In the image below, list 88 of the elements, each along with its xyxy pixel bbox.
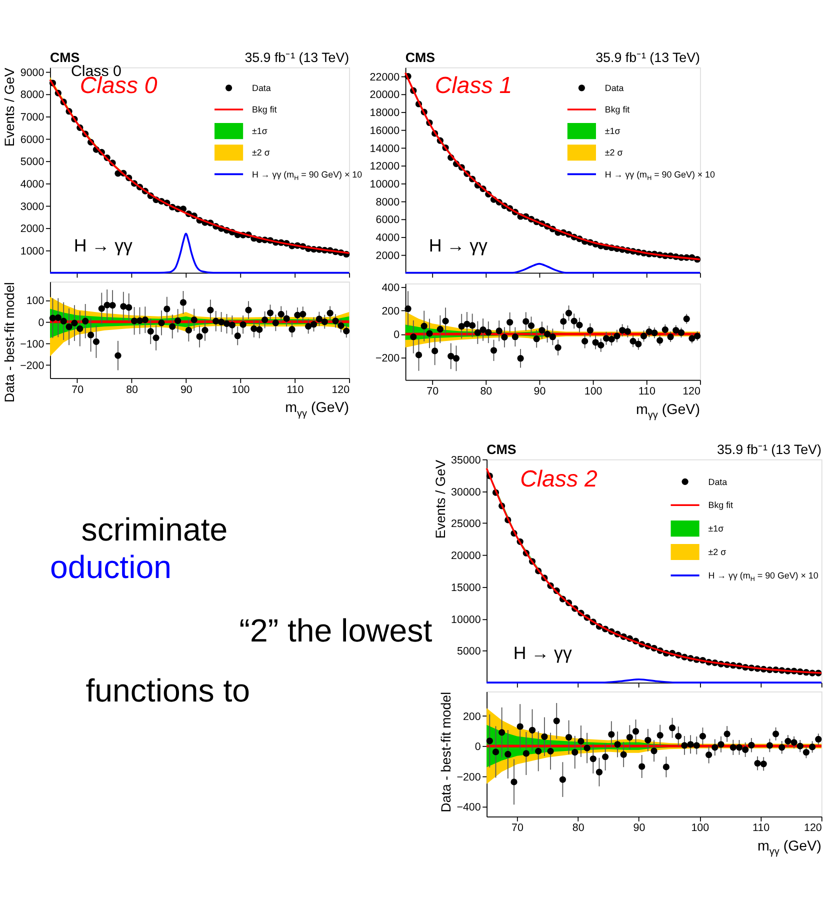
y-tick-label: 7000 — [20, 112, 44, 124]
x-tick-label: 100 — [691, 822, 710, 834]
y-tick-label: 16000 — [370, 124, 400, 137]
legend-label: Data — [604, 83, 624, 94]
y-tick-label: 0 — [474, 741, 481, 754]
y-tick-label: 15000 — [451, 582, 481, 594]
legend-label: Bkg fit — [252, 104, 278, 115]
y-tick-label: 0 — [38, 316, 44, 329]
y-tick-label: 20000 — [451, 550, 481, 562]
y-tick-label: 10000 — [451, 614, 481, 626]
y-tick-label: 5000 — [456, 646, 481, 658]
chart-title: CMS — [486, 442, 516, 457]
x-tick-label: 110 — [638, 386, 656, 398]
x-tick-label: 120 — [682, 386, 700, 398]
y-tick-label: 18000 — [370, 107, 400, 120]
x-tick-label: 100 — [232, 384, 250, 396]
y-axis-title: Data - best-fit model — [2, 282, 17, 403]
x-tick-label: 110 — [752, 822, 770, 834]
y-tick-label: 10000 — [370, 178, 400, 190]
chart-subtitle: 35.9 fb⁻¹ (13 TeV) — [244, 50, 350, 66]
y-tick-label: 4000 — [20, 178, 44, 190]
legend-label: Bkg fit — [604, 104, 630, 115]
y-tick-label: 400 — [382, 282, 400, 294]
y-tick-label: 3000 — [20, 200, 44, 213]
y-tick-label: 2000 — [376, 250, 400, 262]
y-tick-label: 0 — [394, 329, 400, 342]
legend-label: Data — [708, 476, 728, 487]
legend-label: ±2 σ — [708, 547, 727, 558]
x-tick-label: 80 — [126, 384, 138, 396]
legend-label: ±1σ — [708, 524, 724, 534]
annotation: H → γγ — [74, 235, 132, 256]
legend-label: ±2 σ — [604, 148, 624, 158]
text: scriminate — [81, 511, 228, 548]
y-tick-label: 6000 — [20, 134, 44, 146]
y-tick-label: −200 — [456, 771, 481, 784]
annotation: Class 1 — [434, 72, 512, 98]
y-tick-label: 9000 — [20, 66, 44, 79]
annotation: Class 2 — [520, 466, 598, 492]
x-tick-label: 90 — [633, 822, 646, 834]
y-axis-title: Data - best-fit model — [438, 692, 454, 812]
x-tick-label: 120 — [332, 384, 350, 396]
y-tick-label: 35000 — [451, 454, 481, 466]
x-tick-label: 100 — [584, 386, 602, 398]
y-tick-label: 1000 — [20, 245, 44, 258]
x-tick-label: 70 — [426, 386, 439, 398]
y-tick-label: −200 — [20, 360, 44, 372]
y-tick-label: 8000 — [20, 89, 44, 102]
legend-label: ±2 σ — [252, 148, 270, 158]
y-tick-label: 8000 — [376, 196, 400, 208]
y-tick-label: 4000 — [376, 232, 400, 244]
y-tick-label: 14000 — [370, 142, 400, 155]
x-tick-label: 80 — [480, 386, 492, 398]
chart-subtitle: 35.9 fb⁻¹ (13 TeV) — [596, 50, 700, 66]
legend-label: ±1σ — [604, 126, 621, 136]
y-tick-label: 25000 — [451, 518, 481, 530]
x-tick-label: 70 — [512, 822, 524, 834]
y-tick-label: 5000 — [20, 156, 44, 168]
y-tick-label: 20000 — [370, 89, 400, 102]
legend-label: Bkg fit — [708, 500, 734, 510]
y-tick-label: 30000 — [451, 486, 481, 498]
x-tick-label: 110 — [286, 384, 304, 396]
text: oduction — [50, 548, 172, 585]
text: functions to — [86, 672, 250, 709]
y-tick-label: 200 — [462, 710, 481, 723]
y-axis-title: Events / GeV — [432, 460, 448, 539]
text: “2” the lowest — [239, 612, 432, 649]
y-tick-label: 2000 — [20, 223, 44, 236]
x-tick-label: 80 — [572, 822, 584, 834]
annotation: H → γγ — [428, 235, 488, 256]
y-tick-label: 100 — [26, 295, 44, 308]
x-tick-label: 70 — [72, 384, 84, 396]
y-tick-label: 22000 — [370, 71, 400, 84]
legend-label: Data — [252, 83, 271, 94]
x-tick-label: 90 — [180, 384, 192, 396]
x-tick-label: 120 — [804, 822, 822, 834]
chart-title: CMS — [405, 50, 436, 66]
y-tick-label: 6000 — [376, 214, 400, 226]
y-tick-label: 200 — [382, 306, 400, 318]
annotation: H → γγ — [513, 642, 572, 663]
x-tick-label: 90 — [534, 386, 546, 398]
chart-title: CMS — [50, 50, 80, 66]
y-tick-label: 12000 — [370, 160, 400, 173]
y-tick-label: −200 — [375, 352, 400, 365]
y-tick-label: −400 — [456, 802, 481, 814]
y-axis-title: Events / GeV — [2, 68, 18, 147]
legend-label: ±1σ — [252, 126, 268, 136]
y-tick-label: −100 — [20, 338, 44, 350]
chart-subtitle: 35.9 fb⁻¹ (13 TeV) — [717, 442, 822, 457]
